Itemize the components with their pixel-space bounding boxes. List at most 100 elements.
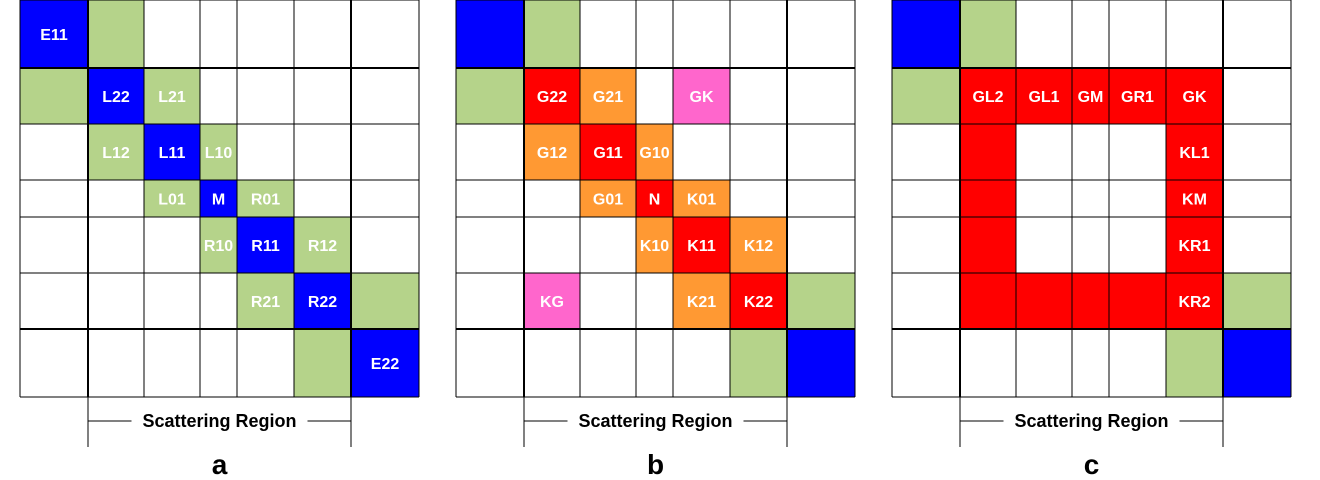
matrix-block <box>960 124 1016 180</box>
matrix-block-m <box>200 180 237 217</box>
matrix-block-e11 <box>20 0 88 68</box>
matrix-block-n <box>636 180 673 217</box>
block-label: R12 <box>308 238 337 255</box>
matrix-block-l22 <box>88 68 144 124</box>
matrix-block-r10 <box>200 217 237 273</box>
block-label: L01 <box>158 192 186 209</box>
block-label: GK <box>690 89 714 106</box>
matrix-block-km <box>1166 180 1223 217</box>
matrix-block-r01 <box>237 180 294 217</box>
matrix-block <box>456 68 524 124</box>
matrix-block <box>456 0 524 68</box>
block-label: GL2 <box>972 89 1003 106</box>
block-label: KM <box>1182 192 1207 209</box>
matrix-block <box>730 329 787 397</box>
panel-b: G22 G21 GK G12 G11 G10 G01 N K01 K10 K11 K12 KG K21 K2… <box>455 0 856 480</box>
matrix-block <box>20 68 88 124</box>
matrix-block-gl1 <box>1016 68 1072 124</box>
matrix-block-l10 <box>200 124 237 180</box>
block-label: R10 <box>204 238 233 255</box>
block-label: KR2 <box>1178 294 1210 311</box>
matrix-block-g12 <box>524 124 580 180</box>
scattering-region-label: Scattering Region <box>142 411 296 431</box>
matrix-block-r11 <box>237 217 294 273</box>
matrix-block <box>960 180 1016 217</box>
block-label: G11 <box>593 145 622 162</box>
block-label: G22 <box>537 89 567 106</box>
block-label: R22 <box>308 294 337 311</box>
matrix-block-kr1 <box>1166 217 1223 273</box>
block-label: GL1 <box>1028 89 1059 106</box>
matrix-block-gl2 <box>960 68 1016 124</box>
block-label: K01 <box>687 192 716 209</box>
matrix-block <box>1166 329 1223 397</box>
block-label: GR1 <box>1121 89 1154 106</box>
block-label: GK <box>1183 89 1207 106</box>
block-label: KL1 <box>1179 145 1209 162</box>
matrix-block-k01 <box>673 180 730 217</box>
matrix-block-gm <box>1072 68 1109 124</box>
block-label: K10 <box>640 238 669 255</box>
block-label: G10 <box>639 145 669 162</box>
block-label: R11 <box>251 238 280 255</box>
block-label: R21 <box>251 294 280 311</box>
matrix-block <box>1223 329 1291 397</box>
block-label: L12 <box>102 145 130 162</box>
block-label: L22 <box>102 89 130 106</box>
matrix-block-g10 <box>636 124 673 180</box>
matrix-block-r21 <box>237 273 294 329</box>
block-label: G12 <box>537 145 567 162</box>
panel-c: GL2 GL1 GM GR1 GK KL1 KM KR1 KR2 Scattering Regio… <box>891 0 1292 480</box>
matrix-block <box>1016 273 1072 329</box>
matrix-block <box>1072 273 1109 329</box>
matrix-block-k10 <box>636 217 673 273</box>
block-label: GM <box>1078 89 1104 106</box>
block-label: L11 <box>159 145 186 162</box>
matrix-block-g22 <box>524 68 580 124</box>
matrix-block <box>960 217 1016 273</box>
panel-letter: b <box>647 449 664 480</box>
matrix-block-r22 <box>294 273 351 329</box>
matrix-block-e22 <box>351 329 419 397</box>
matrix-block <box>294 329 351 397</box>
matrix-block <box>351 273 419 329</box>
matrix-block-l11 <box>144 124 200 180</box>
matrix-block-l12 <box>88 124 144 180</box>
block-label: R01 <box>251 192 280 209</box>
matrix-block-kl1 <box>1166 124 1223 180</box>
block-label: KG <box>540 294 564 311</box>
matrix-block-kg <box>524 273 580 329</box>
block-label: K12 <box>744 238 773 255</box>
panel-letter: a <box>212 449 228 480</box>
block-label: K11 <box>687 238 716 255</box>
matrix-block-g01 <box>580 180 636 217</box>
matrix-block <box>787 329 855 397</box>
block-label: M <box>212 192 225 209</box>
matrix-block <box>524 0 580 68</box>
block-label: G21 <box>593 89 623 106</box>
matrix-block <box>892 0 960 68</box>
matrix-block-gr1 <box>1109 68 1166 124</box>
matrix-block-r12 <box>294 217 351 273</box>
block-label: N <box>649 192 661 209</box>
matrix-block <box>960 0 1016 68</box>
matrix-block <box>1109 273 1166 329</box>
matrix-block-gk <box>673 68 730 124</box>
matrix-block-kr2 <box>1166 273 1223 329</box>
matrix-block-k11 <box>673 217 730 273</box>
panel-a: E11 L22 L21 L12 L11 L10 L01 M R01 R10 R11 R12 R21 R22… <box>19 0 420 480</box>
scattering-region-label: Scattering Region <box>1014 411 1168 431</box>
matrix-block-k21 <box>673 273 730 329</box>
matrix-block <box>960 273 1016 329</box>
block-label: E11 <box>40 27 68 44</box>
block-label: L10 <box>205 145 233 162</box>
matrix-block-k22 <box>730 273 787 329</box>
matrix-block-gk <box>1166 68 1223 124</box>
matrix-block-l21 <box>144 68 200 124</box>
matrix-block <box>787 273 855 329</box>
matrix-block <box>1223 273 1291 329</box>
block-label: K21 <box>687 294 716 311</box>
block-label: L21 <box>158 89 186 106</box>
block-label: KR1 <box>1178 238 1210 255</box>
